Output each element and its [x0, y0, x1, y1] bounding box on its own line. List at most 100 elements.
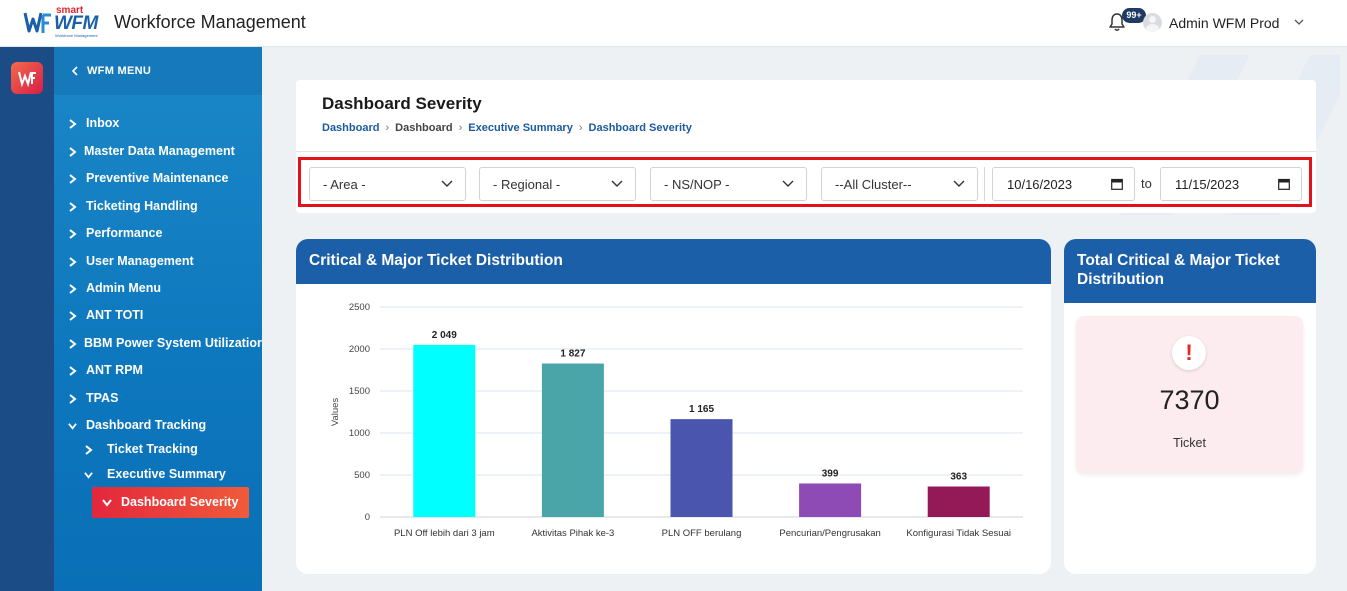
sidebar-item-ant-rpm[interactable]: ANT RPM — [54, 361, 262, 381]
top-bar: smart WFM Workforce Management Workforce… — [0, 0, 1347, 47]
chevron-down-icon — [102, 499, 112, 507]
sidebar-item-label: Dashboard Tracking — [86, 418, 207, 432]
sidebar-subitem-label: Ticket Tracking — [107, 442, 198, 456]
sidebar-item-master-data-management[interactable]: Master Data Management — [54, 142, 262, 162]
date-from-input[interactable]: 10/16/2023 — [992, 167, 1135, 201]
chevron-left-icon[interactable] — [71, 66, 79, 76]
logo-sub-text: Workforce Management — [55, 33, 98, 38]
total-card-title: Total Critical & Major Ticket Distributi… — [1077, 252, 1280, 288]
y-tick-label: 500 — [354, 470, 370, 481]
bar-data-label: 399 — [822, 468, 839, 479]
chevron-right-icon — [69, 339, 77, 349]
x-tick-label: Pencurian/Pengrusakan — [779, 528, 880, 539]
y-tick-label: 1000 — [349, 428, 370, 439]
y-tick-label: 1500 — [349, 386, 370, 397]
breadcrumb-dashboard-severity[interactable]: Dashboard Severity — [588, 122, 692, 134]
sidebar-item-label: Master Data Management — [84, 144, 235, 158]
x-tick-label: Aktivitas Pihak ke-3 — [531, 528, 614, 539]
notification-badge: 99+ — [1122, 8, 1146, 23]
chevron-right-icon — [69, 311, 77, 321]
menu-header[interactable]: WFM MENU — [54, 47, 262, 95]
chevron-down-icon — [953, 180, 965, 187]
y-tick-label: 2000 — [349, 344, 370, 355]
sidebar-item-dashboard-severity[interactable]: Dashboard Severity — [92, 487, 249, 518]
sidebar-item-ant-toti[interactable]: ANT TOTI — [54, 306, 262, 326]
bell-icon[interactable] — [1107, 12, 1127, 32]
sidebar-item-performance[interactable]: Performance — [54, 224, 262, 244]
sidebar-item-label: User Management — [86, 254, 194, 268]
filter-highlight-frame — [298, 157, 1312, 207]
regional-select-value: - Regional - — [493, 177, 561, 192]
wfm-rail-icon[interactable] — [11, 62, 43, 94]
chevron-right-icon — [69, 202, 77, 212]
chevron-right-icon — [69, 229, 77, 239]
date-range-to-label: to — [1141, 176, 1152, 191]
bar-data-label: 2 049 — [432, 330, 457, 341]
chart-title: Critical & Major Ticket Distribution — [309, 252, 563, 269]
sidebar-item-admin-menu[interactable]: Admin Menu — [54, 279, 262, 299]
distribution-chart-card: Critical & Major Ticket Distribution 0 50… — [296, 239, 1051, 574]
cluster-select-value: --All Cluster-- — [835, 177, 912, 192]
page-header-card: Dashboard Severity Dashboard › Dashboard › E… — [296, 80, 1316, 213]
breadcrumb-dashboard[interactable]: Dashboard — [322, 122, 380, 134]
y-axis-label: Values — [330, 398, 341, 427]
bar — [799, 483, 862, 517]
sidebar-item-label: Ticketing Handling — [86, 199, 198, 213]
chevron-right-icon — [69, 257, 77, 267]
chevron-right-icon — [69, 366, 77, 376]
sidebar-item-label: Performance — [86, 226, 163, 240]
total-ticket-unit: Ticket — [1173, 436, 1206, 450]
sidebar-item-label: TPAS — [86, 391, 119, 405]
regional-select[interactable]: - Regional - — [479, 167, 636, 201]
area-select[interactable]: - Area - — [309, 167, 466, 201]
cluster-select[interactable]: --All Cluster-- — [821, 167, 978, 201]
total-ticket-value: 7370 — [1159, 385, 1220, 415]
ns-nop-select[interactable]: - NS/NOP - — [650, 167, 807, 201]
user-avatar[interactable] — [1143, 13, 1162, 32]
breadcrumb: Dashboard › Dashboard › Executive Summary › Da… — [322, 122, 692, 134]
chevron-right-icon — [85, 445, 93, 455]
sidebar-item-label: Inbox — [86, 116, 120, 130]
sidebar-item-dashboard-tracking[interactable]: Dashboard Tracking — [54, 416, 262, 436]
filter-separator — [984, 167, 985, 201]
chevron-down-icon — [441, 180, 453, 187]
calendar-icon[interactable] — [1111, 178, 1123, 190]
sidebar-item-label: BBM Power System Utilizatior — [84, 336, 262, 350]
total-card-header: Total Critical & Major Ticket Distributi… — [1064, 239, 1316, 303]
app-title: Workforce Management — [114, 12, 306, 32]
x-tick-label: PLN OFF berulang — [662, 528, 742, 539]
date-to-input[interactable]: 11/15/2023 — [1160, 167, 1302, 201]
divider — [296, 151, 1316, 152]
sidebar-item-ticketing-handling[interactable]: Ticketing Handling — [54, 197, 262, 217]
sidebar-item-bbm-power-system[interactable]: BBM Power System Utilizatior — [54, 334, 262, 354]
wfm-logo-icon — [23, 12, 51, 33]
chevron-down-icon[interactable] — [1294, 17, 1304, 27]
breadcrumb-separator-icon: › — [458, 122, 463, 134]
bar-data-label: 1 827 — [560, 349, 585, 360]
sidebar: WFM MENU Inbox Master Data Management Pr… — [54, 47, 262, 591]
sidebar-item-inbox[interactable]: Inbox — [54, 114, 262, 134]
breadcrumb-executive-summary[interactable]: Executive Summary — [468, 122, 573, 134]
area-select-value: - Area - — [323, 177, 366, 192]
breadcrumb-separator-icon: › — [578, 122, 583, 134]
sidebar-item-preventive-maintenance[interactable]: Preventive Maintenance — [54, 169, 262, 189]
chevron-right-icon — [69, 174, 77, 184]
bar-data-label: 1 165 — [689, 404, 714, 415]
calendar-icon[interactable] — [1278, 178, 1290, 190]
sidebar-subitem-executive-summary[interactable]: Executive Summary — [54, 465, 262, 485]
sidebar-subitem-ticket-tracking[interactable]: Ticket Tracking — [54, 440, 262, 460]
sidebar-item-tpas[interactable]: TPAS — [54, 389, 262, 409]
sidebar-subitem-label: Executive Summary — [107, 467, 226, 481]
chart-card-header: Critical & Major Ticket Distribution — [296, 239, 1051, 284]
sidebar-item-label: ANT TOTI — [86, 308, 144, 322]
chevron-down-icon — [782, 180, 794, 187]
chevron-down-icon — [611, 180, 623, 187]
bar-data-label: 363 — [950, 472, 967, 483]
app-logo[interactable]: smart WFM Workforce Management — [23, 5, 109, 41]
bar — [541, 363, 604, 517]
logo-main-text: WFM — [54, 13, 98, 34]
sidebar-item-user-management[interactable]: User Management — [54, 252, 262, 272]
user-name[interactable]: Admin WFM Prod — [1169, 15, 1280, 31]
breadcrumb-dashboard-2: Dashboard — [395, 122, 453, 134]
sidebar-item-label: Preventive Maintenance — [86, 171, 229, 185]
